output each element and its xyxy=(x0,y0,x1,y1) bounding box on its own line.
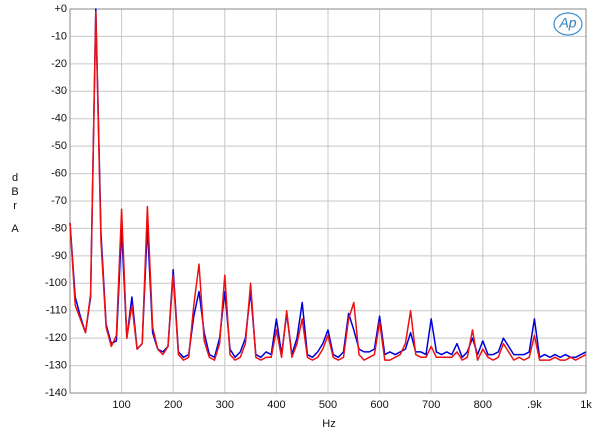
x-tick-label: 200 xyxy=(164,399,182,411)
x-axis-label: Hz xyxy=(322,418,335,430)
x-tick-label: 100 xyxy=(112,399,130,411)
y-tick-label: -50 xyxy=(51,140,67,152)
x-tick-label: 500 xyxy=(319,399,337,411)
y-tick-label: +0 xyxy=(54,3,67,15)
logo: Ap xyxy=(558,15,576,31)
y-tick-label: -80 xyxy=(51,222,67,234)
logo-ring xyxy=(553,12,583,36)
y-tick-label: -140 xyxy=(45,387,67,399)
y-axis-label: dBr xyxy=(9,172,21,214)
y-tick-label: -130 xyxy=(45,359,67,371)
x-tick-label: .9k xyxy=(527,399,542,411)
y-tick-label: -40 xyxy=(51,113,67,125)
x-tick-label: 700 xyxy=(422,399,440,411)
y-tick-label: -60 xyxy=(51,167,67,179)
y-tick-label: -70 xyxy=(51,195,67,207)
x-tick-label: 600 xyxy=(370,399,388,411)
y-tick-label: -30 xyxy=(51,85,67,97)
series-line xyxy=(69,10,587,361)
y-axis-unit: A xyxy=(11,223,19,235)
y-tick-label: -20 xyxy=(51,58,67,70)
y-tick-label: -120 xyxy=(45,332,67,344)
x-tick-label: 1k xyxy=(580,399,592,411)
y-tick-label: -90 xyxy=(51,250,67,262)
x-tick-label: 400 xyxy=(267,399,285,411)
y-tick-label: -100 xyxy=(45,277,67,289)
y-tick-label: -10 xyxy=(51,30,67,42)
y-tick-label: -110 xyxy=(46,305,67,317)
x-tick-label: 300 xyxy=(216,399,234,411)
plot-frame xyxy=(69,8,587,394)
x-tick-label: 800 xyxy=(474,399,492,411)
